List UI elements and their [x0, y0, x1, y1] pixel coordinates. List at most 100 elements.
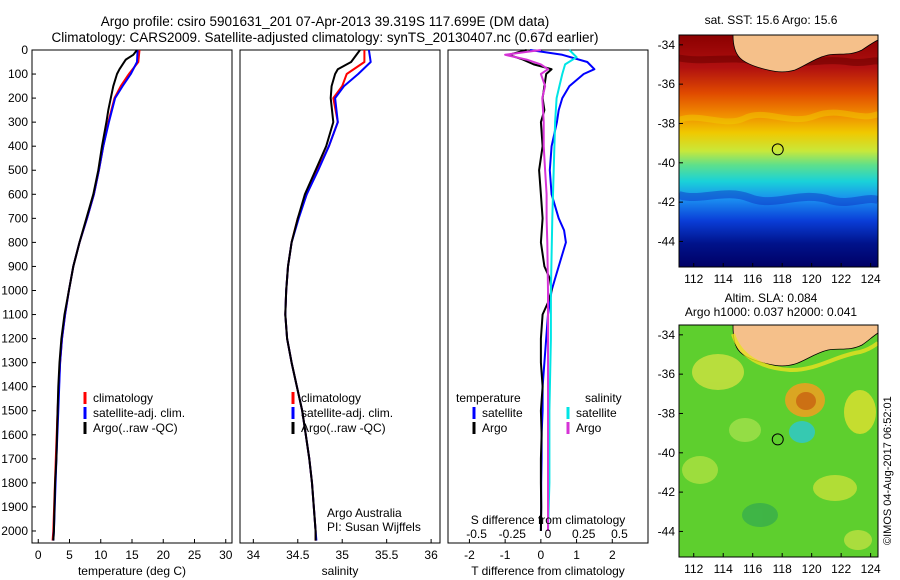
lat-tick-label: -40	[658, 156, 676, 170]
figure-title-line2: Climatology: CARS2009. Satellite-adjuste…	[51, 30, 599, 45]
depth-tick-label: 1400	[1, 380, 28, 394]
depth-tick-label: 1900	[1, 500, 28, 514]
lat-tick-label: -38	[658, 406, 676, 420]
s-difference-axis: -0.5 -0.25 0 0.25 0.5	[466, 527, 628, 541]
depth-tick-label: 1000	[1, 283, 28, 297]
lat-tick-label: -44	[658, 524, 676, 538]
salinity-plot-frame	[239, 49, 441, 544]
lon-tick-label: 120	[802, 272, 822, 286]
lon-tick-label: 122	[831, 562, 851, 576]
x-tick-label: 15	[125, 548, 139, 562]
depth-tick-label: 500	[8, 163, 28, 177]
legend-label: satellite	[576, 406, 617, 420]
depth-tick-label: 900	[8, 259, 28, 273]
lat-tick-label: -34	[658, 328, 676, 342]
x-tick-label: 36	[424, 548, 438, 562]
sst-map: sat. SST: 15.6 Argo: 15.6 112 114 116 118 12…	[658, 13, 881, 286]
depth-tick-label: 2000	[1, 524, 28, 538]
legend-group-title: salinity	[585, 391, 622, 405]
sla-map-title-line1: Altim. SLA: 0.084	[725, 291, 818, 305]
sla-map-frame	[678, 324, 879, 558]
depth-tick-label: 0	[21, 43, 28, 57]
depth-tick-label: 200	[8, 91, 28, 105]
s-difference-axis-label: S difference from climatology	[471, 513, 626, 527]
x-tick-label: 34	[247, 548, 261, 562]
difference-series	[504, 49, 596, 532]
x-tick-label: -2	[464, 548, 475, 562]
s-tick-label: 0.25	[572, 527, 596, 541]
x-tick-label: 2	[609, 548, 616, 562]
temperature-axis-label: temperature (deg C)	[78, 564, 186, 578]
legend-label: satellite-adj. clim.	[301, 406, 393, 420]
salinity-axis-label: salinity	[322, 564, 359, 578]
legend-label: climatology	[93, 391, 153, 405]
x-tick-label: 34.5	[286, 548, 310, 562]
s-tick-label: -0.5	[466, 527, 487, 541]
difference-legend: temperaturesatelliteArgosalinitysatellit…	[456, 391, 622, 435]
legend-label: Argo(..raw -QC)	[301, 421, 386, 435]
sla-map-axes: 112 114 116 118 120 122 124 -34 -36 -38 -40 -42 -44	[658, 328, 881, 576]
x-tick-label: 1	[573, 548, 580, 562]
x-tick-label: 10	[94, 548, 108, 562]
lon-tick-label: 124	[861, 272, 881, 286]
lon-tick-label: 118	[773, 562, 792, 576]
depth-tick-label: 1700	[1, 452, 28, 466]
legend-label: Argo(..raw -QC)	[93, 421, 178, 435]
series-line-argo	[507, 49, 553, 532]
lat-tick-label: -42	[658, 485, 676, 499]
temperature-plot-frame	[31, 49, 233, 544]
salinity-profile-panel: 34 34.5 35 35.5 36 salinity climatologysatel…	[239, 49, 441, 578]
lat-tick-label: -40	[658, 446, 676, 460]
legend-label: satellite-adj. clim.	[93, 406, 185, 420]
series-line-argorawqc	[284, 49, 361, 541]
depth-axis: 0 100 200 300 400 500 600 700 800 900 1000 1100 1200…	[1, 43, 36, 538]
depth-tick-label: 600	[8, 187, 28, 201]
depth-tick-label: 1300	[1, 356, 28, 370]
depth-tick-label: 700	[8, 211, 28, 225]
sst-map-title: sat. SST: 15.6 Argo: 15.6	[705, 13, 838, 27]
depth-tick-label: 1800	[1, 476, 28, 490]
x-tick-label: 0	[35, 548, 42, 562]
temperature-axis: 0 5 10 15 20 25 30	[35, 539, 233, 562]
difference-profile-panel: -2 -1 0 1 2 T difference from climatology S …	[447, 49, 649, 578]
lon-tick-label: 112	[684, 272, 703, 286]
depth-tick-label: 300	[8, 115, 28, 129]
x-tick-label: 35	[336, 548, 350, 562]
lon-tick-label: 114	[714, 562, 733, 576]
figure-title-line1: Argo profile: csiro 5901631_201 07-Apr-2…	[100, 14, 550, 29]
series-line-satellite	[529, 49, 596, 532]
land-mass	[732, 35, 878, 73]
series-line-argo	[504, 49, 549, 531]
x-tick-label: 30	[219, 548, 233, 562]
salinity-series	[284, 49, 372, 541]
depth-tick-label: 1500	[1, 404, 28, 418]
lon-tick-label: 116	[743, 272, 762, 286]
depth-tick-label: 800	[8, 235, 28, 249]
t-difference-axis: -2 -1 0 1 2	[464, 539, 616, 562]
t-difference-axis-label: T difference from climatology	[471, 564, 625, 578]
legend-group-title: temperature	[456, 391, 521, 405]
sla-map-title-line2: Argo h1000: 0.037 h2000: 0.041	[685, 305, 857, 319]
lon-tick-label: 120	[802, 562, 822, 576]
land-mass	[732, 325, 878, 367]
pi-label: PI: Susan Wijffels	[327, 520, 421, 534]
lon-tick-label: 112	[684, 562, 703, 576]
depth-tick-label: 1100	[2, 308, 28, 322]
sla-map: Altim. SLA: 0.084 Argo h1000: 0.037 h200…	[658, 291, 881, 576]
x-tick-label: 25	[188, 548, 202, 562]
lon-tick-label: 124	[861, 562, 881, 576]
depth-tick-label: 1600	[1, 428, 28, 442]
lat-tick-label: -44	[658, 234, 676, 248]
argo-float-marker	[771, 143, 784, 156]
depth-tick-label: 400	[8, 139, 28, 153]
legend-label: Argo	[482, 421, 508, 435]
sst-field	[679, 35, 878, 267]
lat-tick-label: -36	[658, 77, 676, 91]
temperature-profile-panel: 0100200300400500600700800900100011001200…	[1, 43, 232, 578]
s-tick-label: 0.5	[611, 527, 628, 541]
imos-credit: ©IMOS 04-Aug-2017 06:52:01	[882, 396, 894, 545]
lon-tick-label: 116	[743, 562, 762, 576]
